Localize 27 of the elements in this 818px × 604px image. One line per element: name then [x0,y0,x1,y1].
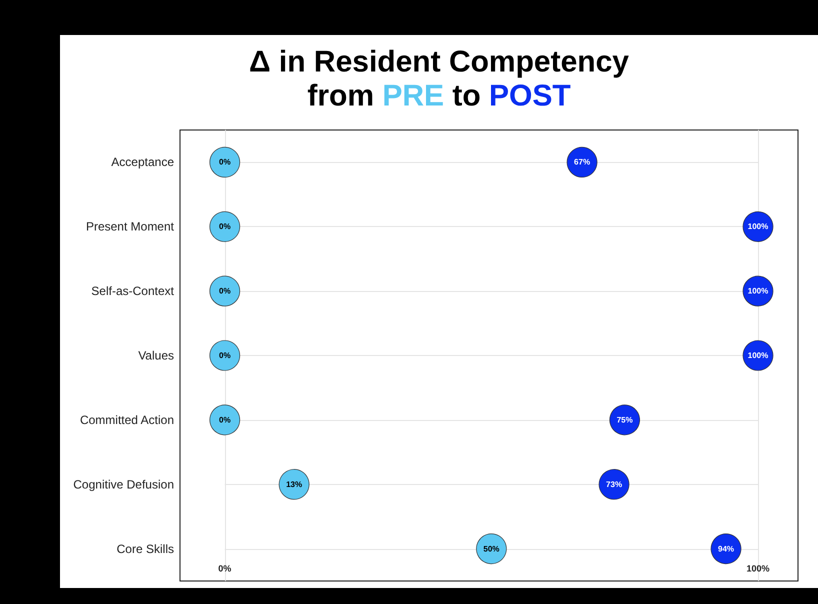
y-tick-label: Values [138,348,174,362]
data-label: 75% [616,415,633,424]
data-label: 100% [748,351,768,360]
point [210,276,240,306]
chart-title: Δ in Resident Competency from PRE to POST [249,46,629,112]
y-tick-label: Self-as-Context [91,284,175,298]
y-tick-label: Committed Action [80,412,174,427]
data-label: 94% [718,544,734,554]
point [210,404,240,436]
data-label: 0% [219,351,231,360]
data-label: 0% [219,222,231,232]
y-tick-label: Core Skills [116,542,174,556]
data-label: 100% [748,286,768,296]
data-label: 73% [606,480,622,489]
point [210,340,240,371]
data-label: 67% [574,158,590,167]
data-label: 50% [483,544,500,554]
y-tick-label: Present Moment [86,220,175,234]
data-label: 0% [219,415,231,424]
data-label: 0% [219,286,231,296]
point [210,211,240,242]
data-label: 100% [748,222,768,232]
data-label: 13% [286,480,302,489]
y-tick-label: Acceptance [111,155,174,170]
data-label: 0% [219,158,231,167]
y-tick-label: Cognitive Defusion [73,477,174,492]
point [210,146,240,178]
